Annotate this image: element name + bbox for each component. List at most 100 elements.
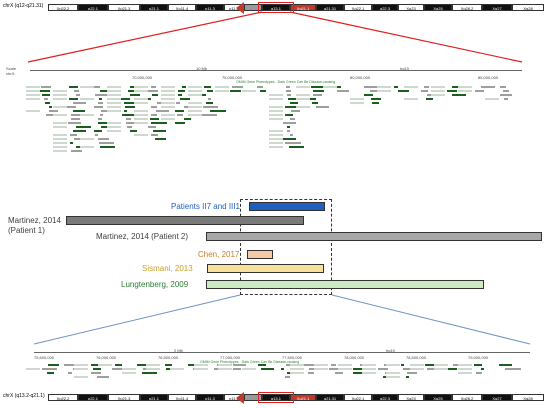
- gene-label-placeholder: [242, 368, 256, 370]
- gene-glyph: [184, 118, 191, 120]
- lower-genome-browser: 2 Mb hg19 75,500,000 76,000,000 76,500,000…: [0, 344, 550, 386]
- deletion-bar-chen: [247, 250, 273, 259]
- bottom-ideogram-band: Xp11.4: [168, 394, 196, 401]
- gene-glyph: [155, 138, 166, 140]
- gene-glyph: [232, 86, 243, 88]
- gene-glyph: [41, 86, 51, 88]
- gene-glyph: [304, 364, 314, 366]
- gene-glyph: [202, 94, 206, 96]
- gene-label-placeholder: [170, 368, 184, 370]
- gene-glyph: [285, 376, 290, 378]
- deletion-label-chen: Chen, 2017: [198, 250, 240, 259]
- gene-label-placeholder: [134, 102, 148, 104]
- overlap-dashed-box: [240, 199, 332, 295]
- top-zoom-lines: [27, 11, 523, 63]
- gene-glyph: [452, 86, 459, 88]
- gene-glyph: [500, 86, 506, 88]
- bottom-ideogram-band: q21.31: [316, 394, 344, 401]
- top-ideogram-band: Xq27: [482, 4, 512, 11]
- gene-glyph: [504, 98, 508, 100]
- gene-glyph: [76, 146, 80, 148]
- top-ideogram-band: Xq26.2: [452, 4, 482, 11]
- gene-glyph: [48, 364, 59, 366]
- centromere-marker: [236, 2, 244, 14]
- gene-glyph: [130, 94, 140, 96]
- gene-glyph: [112, 368, 124, 370]
- gene-label-placeholder: [74, 368, 88, 370]
- bottom-ideogram-band: [244, 394, 262, 401]
- gene-glyph: [178, 94, 182, 96]
- gene-glyph: [260, 90, 266, 92]
- gene-glyph: [476, 372, 482, 374]
- gene-label-placeholder: [98, 364, 112, 366]
- deletion-bar-martinez-1: [66, 216, 304, 225]
- gene-label-placeholder: [53, 150, 67, 152]
- lower-position-label: 76,500,000: [158, 355, 179, 360]
- gene-glyph: [426, 98, 433, 100]
- gene-glyph: [203, 106, 218, 108]
- gene-glyph: [208, 98, 211, 100]
- gene-glyph: [148, 98, 151, 100]
- gene-label-placeholder: [458, 368, 472, 370]
- gene-glyph: [49, 110, 58, 112]
- gene-label-placeholder: [134, 122, 148, 124]
- top-ideogram-band: p22.1: [78, 4, 108, 11]
- gene-glyph: [69, 98, 78, 100]
- gene-glyph: [311, 86, 325, 88]
- gene-glyph: [70, 134, 77, 136]
- gene-glyph: [210, 110, 226, 112]
- gene-glyph: [73, 130, 86, 132]
- upper-pos-0: 70,000,000: [132, 75, 153, 80]
- top-ideogram-band: p21.1: [140, 4, 168, 11]
- deletion-label-lungtenberg: Lungtenberg, 2009: [121, 280, 189, 289]
- gene-glyph: [403, 368, 415, 370]
- lower-track-title: OMIM Gene Phenotypes - Dark Green Can Be…: [200, 360, 300, 364]
- gene-glyph: [406, 376, 409, 378]
- gene-label-placeholder: [458, 364, 472, 366]
- gene-glyph: [287, 372, 291, 374]
- gene-glyph: [151, 106, 157, 108]
- gene-glyph: [337, 90, 349, 92]
- gene-label-placeholder: [53, 94, 67, 96]
- gene-glyph: [499, 364, 512, 366]
- upper-pos-2: 80,000,000: [350, 75, 371, 80]
- gene-glyph: [40, 90, 50, 92]
- gene-label-placeholder: [53, 122, 67, 124]
- gene-glyph: [475, 90, 484, 92]
- bottom-ideogram-band: Xp22.2: [48, 394, 78, 401]
- gene-glyph: [124, 102, 136, 104]
- gene-glyph: [283, 122, 296, 124]
- gene-glyph: [71, 150, 82, 152]
- gene-label-placeholder: [107, 98, 121, 100]
- gene-glyph: [98, 118, 102, 120]
- gene-label-placeholder: [134, 110, 148, 112]
- gene-glyph: [378, 368, 388, 370]
- gene-label-placeholder: [26, 90, 40, 92]
- gene-label-placeholder: [107, 106, 121, 108]
- gene-label-placeholder: [338, 364, 352, 366]
- gene-label-placeholder: [161, 102, 175, 104]
- gene-glyph: [98, 138, 109, 140]
- gene-glyph: [316, 106, 329, 108]
- gene-glyph: [71, 118, 80, 120]
- deletion-label-martinez-1-text: Martinez, 2014 (Patient 1): [8, 216, 61, 235]
- gene-glyph: [285, 142, 301, 144]
- top-chromosome-ideogram: chrX (q12-q21.31) Xp22.2 p22.1 Xp21.3 p21.1…: [0, 2, 550, 14]
- gene-label-placeholder: [146, 364, 160, 366]
- lower-scale-label: 2 Mb: [174, 348, 183, 353]
- gene-label-placeholder: [350, 102, 364, 104]
- gene-label-placeholder: [242, 90, 256, 92]
- gene-label-placeholder: [269, 118, 283, 120]
- gene-glyph: [42, 94, 50, 96]
- gene-glyph: [421, 90, 428, 92]
- gene-glyph: [370, 90, 380, 92]
- gene-glyph: [281, 368, 284, 370]
- top-ideogram-band: q21.31: [316, 4, 344, 11]
- gene-label-placeholder: [107, 102, 121, 104]
- bottom-ideogram-band: Xq27: [482, 394, 512, 401]
- gene-label-placeholder: [53, 126, 67, 128]
- gene-label-placeholder: [458, 372, 472, 374]
- lower-gene-track: [0, 363, 550, 385]
- gene-label-placeholder: [386, 372, 400, 374]
- gene-label-placeholder: [107, 86, 121, 88]
